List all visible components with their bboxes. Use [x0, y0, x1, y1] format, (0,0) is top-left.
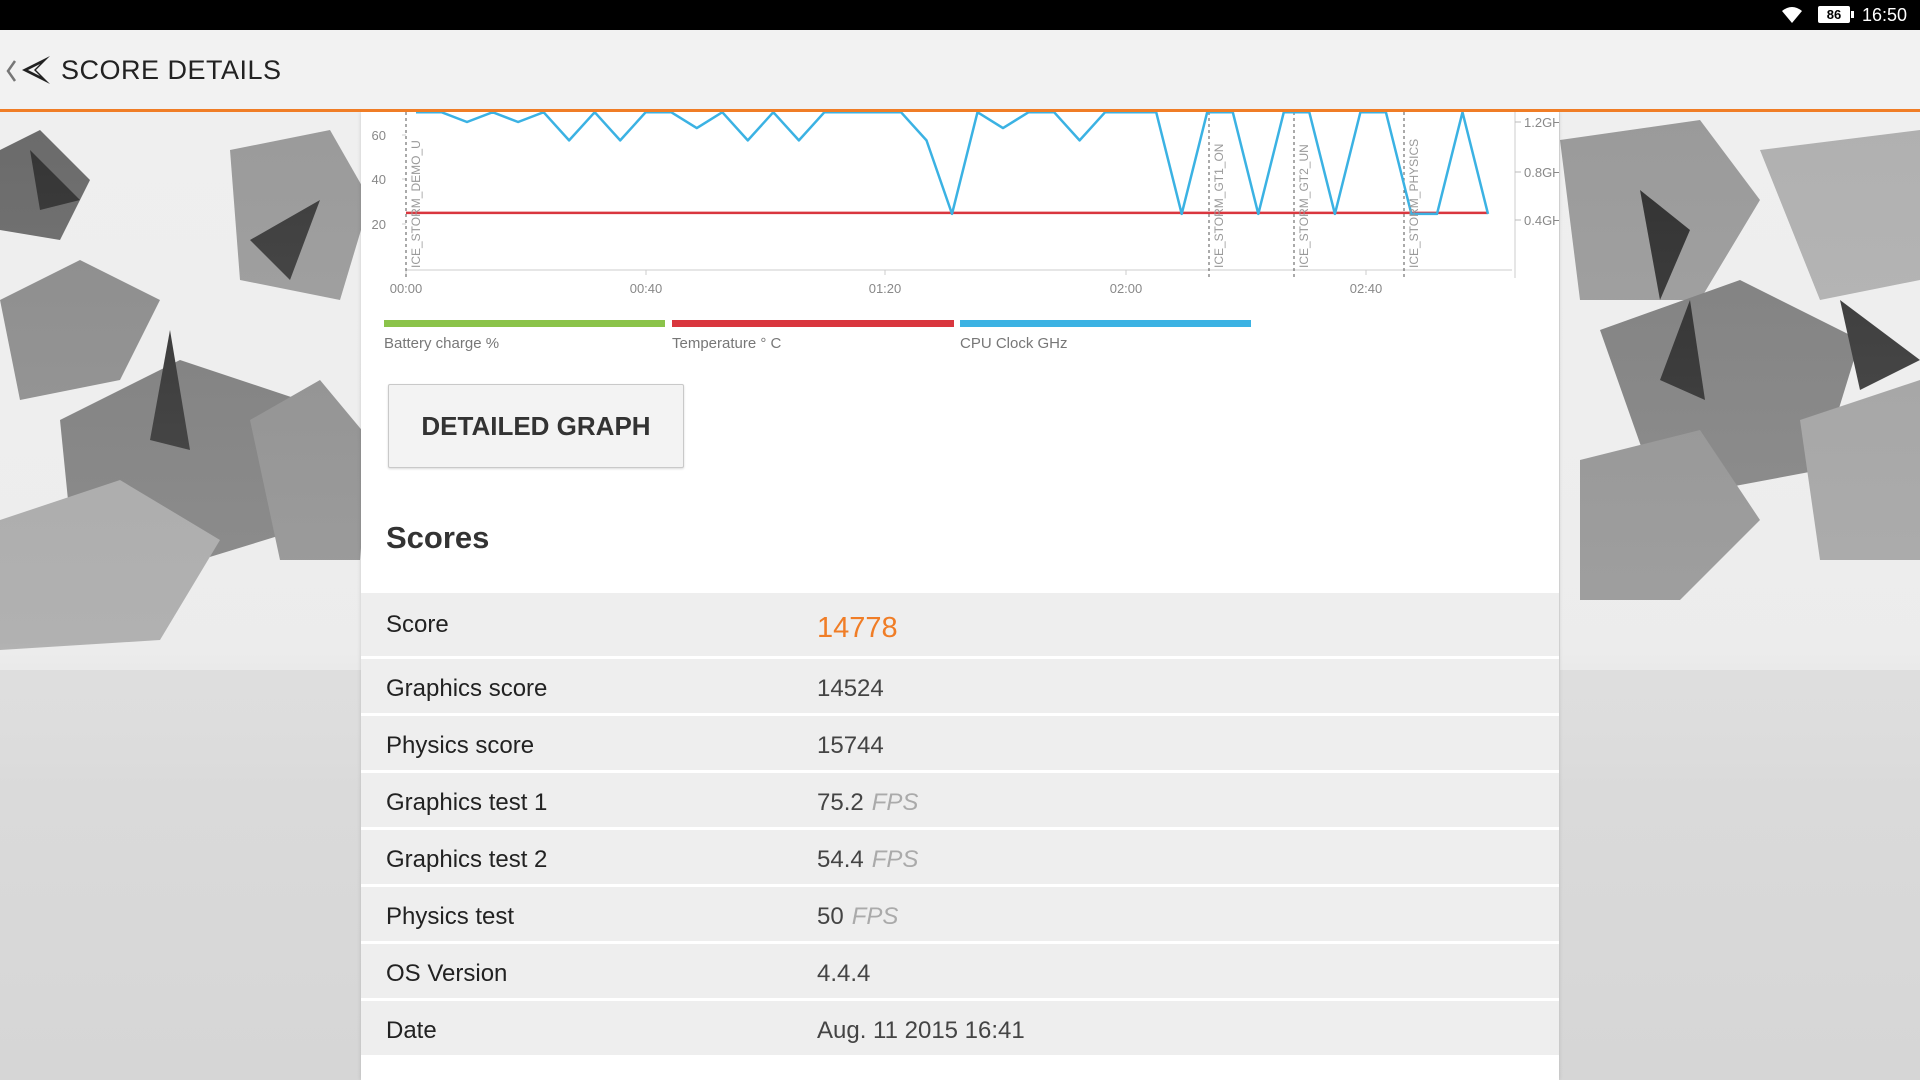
- score-row-physics: Physics score 15744: [361, 716, 1559, 773]
- legend-cpu-clock: CPU Clock GHz: [960, 320, 1251, 352]
- graphics-test-2-value: 54.4 FPS: [817, 846, 919, 873]
- legend-battery-swatch: [384, 320, 665, 327]
- fps-unit: FPS: [851, 903, 899, 930]
- fps-unit: FPS: [871, 846, 919, 873]
- score-row-os-version: OS Version 4.4.4: [361, 944, 1559, 1001]
- legend-temperature-label: Temperature ° C: [672, 335, 782, 352]
- legend-temperature: Temperature ° C: [672, 320, 954, 352]
- scores-heading: Scores: [386, 520, 490, 555]
- y-left-tick-label: 40: [372, 172, 386, 187]
- score-row-physics-test: Physics test 50 FPS: [361, 887, 1559, 944]
- test-marker-label: ICE_STORM_PHYSICS: [1407, 139, 1421, 268]
- cpu-clock-line: [416, 112, 1490, 216]
- score-label: Score: [386, 611, 449, 638]
- score-panel: 00:00 00:40 01:20 02:00 02:40 60 40 20 1.2GHz 0.8…: [361, 112, 1559, 1080]
- battery-icon: 86: [1818, 6, 1854, 23]
- test-marker-label: ICE_STORM_GT2_UN: [1297, 144, 1311, 268]
- legend-battery-label: Battery charge %: [384, 335, 500, 352]
- legend-temperature-swatch: [672, 320, 954, 327]
- test-marker-label: ICE_STORM_GT1_ON: [1212, 144, 1226, 268]
- score-row-graphics-test-1: Graphics test 1 75.2 FPS: [361, 773, 1559, 830]
- physics-score-value: 15744: [817, 732, 884, 759]
- score-row-date: Date Aug. 11 2015 16:41: [361, 1001, 1559, 1058]
- date-label: Date: [386, 1017, 437, 1044]
- app-bar: SCORE DETAILS: [0, 30, 1920, 112]
- graphics-test-1-value: 75.2 FPS: [817, 789, 919, 816]
- 3dmark-logo-icon[interactable]: [20, 52, 54, 88]
- fps-unit: FPS: [871, 789, 919, 816]
- graphics-test-1-label: Graphics test 1: [386, 789, 548, 816]
- scores-table: Score 14778 Graphics score 14524 Physics…: [361, 593, 1559, 1058]
- y-left-tick-label: 20: [372, 217, 386, 232]
- back-arrow-icon[interactable]: [4, 58, 18, 84]
- detailed-graph-button[interactable]: DETAILED GRAPH: [388, 384, 684, 468]
- x-tick-label: 02:00: [1110, 281, 1143, 296]
- battery-level: 86: [1826, 7, 1842, 22]
- legend-cpu-clock-swatch: [960, 320, 1251, 327]
- physics-test-label: Physics test: [386, 903, 515, 930]
- graphics-test-2-label: Graphics test 2: [386, 846, 548, 873]
- os-version-label: OS Version: [386, 960, 508, 987]
- y-right-tick-label: 0.4GHz: [1524, 213, 1559, 228]
- page-title: SCORE DETAILS: [61, 55, 282, 85]
- x-tick-label: 00:00: [390, 281, 423, 296]
- y-right-tick-label: 0.8GHz: [1524, 165, 1559, 180]
- date-value: Aug. 11 2015 16:41: [817, 1017, 1025, 1044]
- status-bar: 86 16:50: [0, 0, 1920, 30]
- graphics-score-value: 14524: [817, 675, 884, 702]
- score-row-graphics-test-2: Graphics test 2 54.4 FPS: [361, 830, 1559, 887]
- physics-test-value: 50 FPS: [817, 903, 899, 930]
- physics-score-label: Physics score: [386, 732, 535, 759]
- legend-cpu-clock-label: CPU Clock GHz: [960, 335, 1068, 352]
- score-value: 14778: [817, 612, 898, 644]
- graphics-score-label: Graphics score: [386, 675, 548, 702]
- score-row-total: Score 14778: [361, 593, 1559, 659]
- y-right-tick-label: 1.2GHz: [1524, 115, 1559, 130]
- status-clock: 16:50: [1862, 5, 1908, 25]
- os-version-value: 4.4.4: [817, 960, 871, 987]
- x-tick-label: 00:40: [630, 281, 663, 296]
- score-row-graphics: Graphics score 14524: [361, 659, 1559, 716]
- x-tick-label: 01:20: [869, 281, 902, 296]
- wifi-icon: [1782, 7, 1802, 23]
- x-tick-label: 02:40: [1350, 281, 1383, 296]
- y-left-tick-label: 60: [372, 128, 386, 143]
- legend-battery: Battery charge %: [384, 320, 665, 352]
- performance-chart[interactable]: 00:00 00:40 01:20 02:00 02:40 60 40 20 1.2GHz 0.8…: [361, 112, 1559, 362]
- test-marker-label: ICE_STORM_DEMO_U: [409, 140, 423, 268]
